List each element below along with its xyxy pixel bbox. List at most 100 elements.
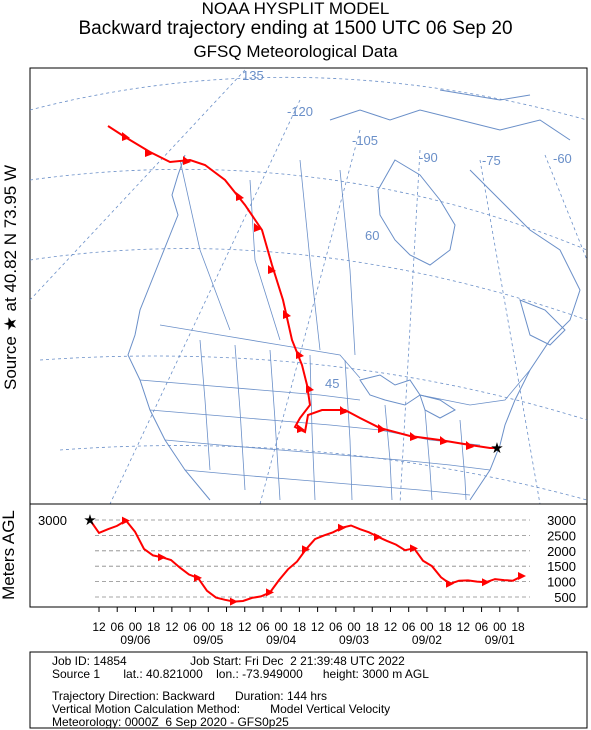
profile-y-tick-label: 2000: [547, 544, 576, 559]
time-axis-hour-label: 12: [384, 620, 398, 634]
source-info-line: Source 1 lat.: 40.821000 lon.: -73.94900…: [52, 667, 429, 681]
time-axis-hour-label: 00: [202, 620, 216, 634]
lon-label-60: -60: [553, 151, 572, 166]
coastlines: [127, 89, 581, 501]
lat-60-line: [30, 168, 587, 251]
time-axis-hour-label: 18: [220, 620, 234, 634]
trajectory-marker: [145, 148, 153, 157]
time-axis-date-label: 09/05: [193, 633, 223, 647]
height-marker: [158, 553, 166, 562]
lon-label-105: -105: [352, 133, 378, 148]
height-marker: [374, 532, 382, 541]
time-axis-hour-label: 18: [147, 620, 161, 634]
time-axis-date-label: 09/04: [266, 633, 296, 647]
time-axis-hour-label: 12: [311, 620, 325, 634]
hudson-bay: [377, 159, 456, 266]
job-info-line: Job ID: 14854 Job Start: Fri Dec 2 21:39…: [52, 654, 405, 668]
arctic-coastline: [329, 109, 571, 141]
profile-y-tick-label: 3000: [547, 513, 576, 528]
source-side-label: Source ★ at 40.82 N 73.95 W: [1, 165, 20, 390]
trajectory-marker: [297, 424, 305, 433]
trajectory-markers: [122, 132, 474, 450]
trajectory-marker: [254, 223, 262, 232]
lon-label-75: -75: [482, 153, 501, 168]
height-marker: [446, 579, 454, 588]
time-axis-hour-label: 00: [493, 620, 507, 634]
trajectory-marker: [296, 350, 304, 359]
meteorology-line: Meteorology: 0000Z 6 Sep 2020 - GFS0p25: [52, 715, 289, 729]
trajectory-marker: [410, 432, 418, 441]
time-axis-hour-label: 06: [475, 620, 489, 634]
height-marker: [518, 572, 526, 581]
profile-y-tick-label: 1500: [547, 559, 576, 574]
pacific-coastline: [127, 154, 211, 501]
latitude-gridlines: [30, 76, 587, 501]
lat-label-60: 60: [365, 228, 379, 243]
time-axis-date-label: 09/03: [339, 633, 369, 647]
time-axis-hour-label: 06: [256, 620, 270, 634]
trajectory-marker: [440, 436, 448, 445]
time-axis-hour-label: 06: [329, 620, 343, 634]
lon-label-120: -120: [287, 104, 313, 119]
profile-gridlines: [95, 519, 530, 598]
time-axis-date-label: 09/06: [120, 633, 150, 647]
trajectory-marker: [268, 265, 276, 274]
source-star-icon: ★: [490, 440, 503, 457]
trajectory-direction-line: Trajectory Direction: Backward Duration:…: [52, 689, 327, 703]
atlantic-coastline: [469, 169, 581, 501]
height-marker: [302, 545, 310, 554]
time-axis-hour-label: 06: [402, 620, 416, 634]
profile-y-tick-label: 2500: [547, 528, 576, 543]
time-axis: 12 06 00 18 12 06 00 18 12 06 00 18 12 06 00 18 12 06 00 18…: [92, 607, 525, 647]
lon-label-90: -90: [419, 150, 438, 165]
time-axis-hour-label: 18: [293, 620, 307, 634]
height-series-markers: [122, 516, 526, 606]
time-axis-date-label: 09/02: [412, 633, 442, 647]
us-canada-border: [159, 324, 361, 379]
height-marker: [482, 578, 490, 587]
height-marker: [230, 597, 238, 606]
trajectory-marker: [378, 424, 386, 433]
trajectory-marker: [466, 441, 474, 450]
time-axis-hour-label: 12: [238, 620, 252, 634]
profile-y-axis-label: Meters AGL: [0, 510, 18, 600]
trajectory: ★: [107, 125, 504, 457]
longitude-gridlines: [30, 69, 587, 504]
vertical-motion-line: Vertical Motion Calculation Method: Mode…: [52, 702, 391, 716]
trajectory-marker: [183, 156, 191, 165]
model-title: NOAA HYSPLIT MODEL: [201, 0, 390, 18]
time-axis-hour-label: 00: [274, 620, 288, 634]
trajectory-marker: [122, 132, 130, 141]
profile-y-tick-label: 1000: [547, 575, 576, 590]
time-axis-hour-label: 06: [111, 620, 125, 634]
time-axis-hour-label: 12: [92, 620, 106, 634]
time-axis-hour-label: 12: [165, 620, 179, 634]
trajectory-path: [107, 125, 498, 449]
height-marker: [338, 523, 346, 532]
source-location-label: Source ★ at 40.82 N 73.95 W: [1, 165, 20, 390]
height-marker: [266, 588, 274, 597]
political-boundaries: [139, 159, 531, 501]
time-axis-date-label: 09/01: [485, 633, 515, 647]
trajectory-marker: [340, 406, 348, 415]
trajectory-marker: [236, 192, 244, 201]
start-height-label: 3000: [38, 513, 67, 528]
trajectory-title: Backward trajectory ending at 1500 UTC 0…: [78, 18, 513, 39]
time-axis-hour-label: 18: [366, 620, 380, 634]
height-marker: [122, 516, 130, 525]
time-axis-hour-label: 12: [457, 620, 471, 634]
trajectory-marker: [306, 384, 314, 393]
grid-labels: 135 -120 -105 -90 -75 -60 60 45: [242, 68, 572, 391]
time-axis-hour-label: 00: [129, 620, 143, 634]
height-marker: [410, 544, 418, 553]
time-axis-hour-label: 06: [183, 620, 197, 634]
time-axis-hour-label: 00: [420, 620, 434, 634]
lon-label-135: 135: [242, 68, 264, 83]
lat-label-45: 45: [325, 376, 339, 391]
time-axis-hour-label: 18: [438, 620, 452, 634]
profile-y-tick-label: 500: [554, 590, 576, 605]
